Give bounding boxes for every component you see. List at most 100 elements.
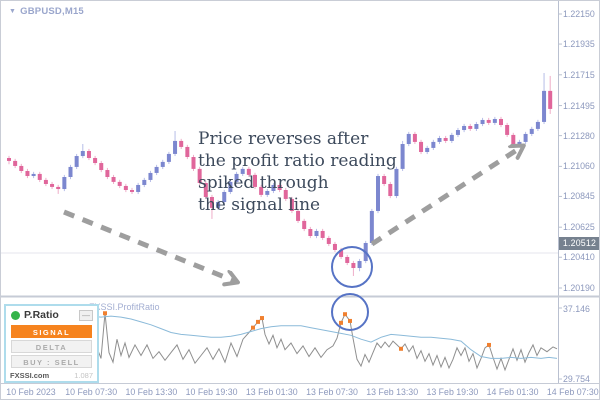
price-axis-label: 1.20410: [563, 252, 595, 263]
candle: [25, 170, 30, 177]
signal-marker-icon: [399, 346, 403, 351]
candle: [68, 166, 73, 178]
candle: [43, 179, 48, 184]
candle: [425, 147, 430, 152]
candle: [166, 153, 171, 162]
overlay-annotations: [63, 146, 523, 331]
candle: [480, 119, 485, 125]
candle: [505, 124, 510, 135]
candle: [431, 141, 436, 148]
candle: [511, 134, 516, 145]
candle: [99, 163, 104, 171]
annotation-line: the signal line: [198, 195, 321, 215]
buy-sell-button[interactable]: BUY : SELL: [11, 355, 92, 368]
candle: [265, 190, 270, 195]
candle: [455, 130, 460, 135]
candle: [259, 186, 264, 195]
indicator-scale-top: 37.146: [563, 304, 590, 314]
candle: [142, 179, 147, 185]
candle: [289, 198, 294, 211]
candle: [468, 125, 473, 129]
candle: [50, 183, 55, 187]
candle: [443, 137, 448, 141]
candle: [394, 168, 399, 197]
annotation-line: Price reverses after: [198, 129, 369, 149]
time-axis-label: 10 Feb 07:30: [65, 387, 118, 397]
time-axis-label: 13 Feb 13:30: [366, 387, 419, 397]
candle: [271, 184, 276, 191]
price-axis-label: 1.21935: [563, 39, 595, 50]
widget-footer: FXSSI.com 1.087: [6, 368, 97, 380]
symbol-label: ▼ GBPUSD,M15: [9, 6, 84, 17]
candle: [228, 181, 233, 192]
time-axis-label: 13 Feb 19:30: [426, 387, 479, 397]
candle: [406, 133, 411, 145]
signal-marker-icon: [256, 319, 260, 324]
signal-marker-icon: [339, 320, 343, 325]
candle: [517, 141, 522, 145]
candle: [277, 184, 282, 191]
candle: [13, 160, 18, 166]
time-axis-label: 13 Feb 01:30: [245, 387, 298, 397]
candle: [499, 118, 503, 125]
version-label: 1.087: [74, 371, 93, 380]
candle: [136, 184, 141, 192]
symbol-label-text: GBPUSD,M15: [20, 6, 84, 17]
time-axis-label: 10 Feb 19:30: [185, 387, 238, 397]
widget-header: P.Ratio —: [6, 306, 97, 323]
annotation-line: spiked through: [198, 173, 329, 193]
price-axis-label: 1.21495: [563, 100, 595, 111]
candle: [412, 133, 417, 142]
candle: [253, 174, 257, 187]
candle: [31, 173, 36, 177]
candle: [326, 237, 331, 244]
candle: [246, 168, 251, 175]
candle: [332, 243, 337, 250]
candle: [400, 144, 405, 169]
signal-marker-icon: [487, 342, 491, 347]
highlight-circle: [331, 293, 369, 331]
candle: [154, 166, 159, 173]
annotation-line: the profit ratio reading: [198, 151, 397, 171]
candle: [449, 134, 454, 141]
candle: [80, 151, 85, 157]
signal-marker-icon: [251, 325, 255, 330]
candle: [535, 121, 540, 129]
candle: [123, 185, 128, 191]
candle: [542, 90, 547, 122]
time-axis-label: 14 Feb 07:30: [546, 387, 599, 397]
candle: [529, 128, 534, 134]
time-axis-label: 10 Feb 2023: [6, 387, 56, 397]
price-axis-label: 1.20845: [563, 191, 595, 202]
minimize-button[interactable]: —: [79, 309, 93, 321]
candle: [357, 261, 362, 269]
highlight-circle: [331, 246, 373, 288]
candle: [437, 137, 442, 142]
candle: [486, 119, 491, 123]
candle: [117, 181, 122, 186]
indicator-status-icon: [11, 310, 20, 320]
delta-button[interactable]: DELTA: [11, 340, 92, 353]
brand-label: FXSSI.com: [10, 371, 50, 380]
candle: [376, 176, 380, 211]
candle: [111, 177, 116, 182]
time-axis-label: 14 Feb 01:30: [486, 387, 539, 397]
collapse-triangle-icon: ▼: [9, 8, 17, 15]
price-axis-label: 1.21715: [563, 69, 595, 80]
candle: [302, 220, 307, 230]
candle: [369, 210, 374, 243]
candle: [37, 173, 42, 180]
trend-arrow: [370, 146, 523, 247]
candle: [173, 140, 178, 154]
candle: [234, 173, 239, 182]
signal-button[interactable]: SIGNAL: [11, 325, 92, 338]
candle: [93, 157, 98, 164]
candlestick-series: [7, 72, 553, 276]
candle: [283, 190, 288, 199]
signal-marker-icon: [260, 316, 264, 321]
price-axis-label: 1.21280: [563, 130, 595, 141]
candle: [308, 229, 313, 236]
candle: [492, 118, 497, 123]
